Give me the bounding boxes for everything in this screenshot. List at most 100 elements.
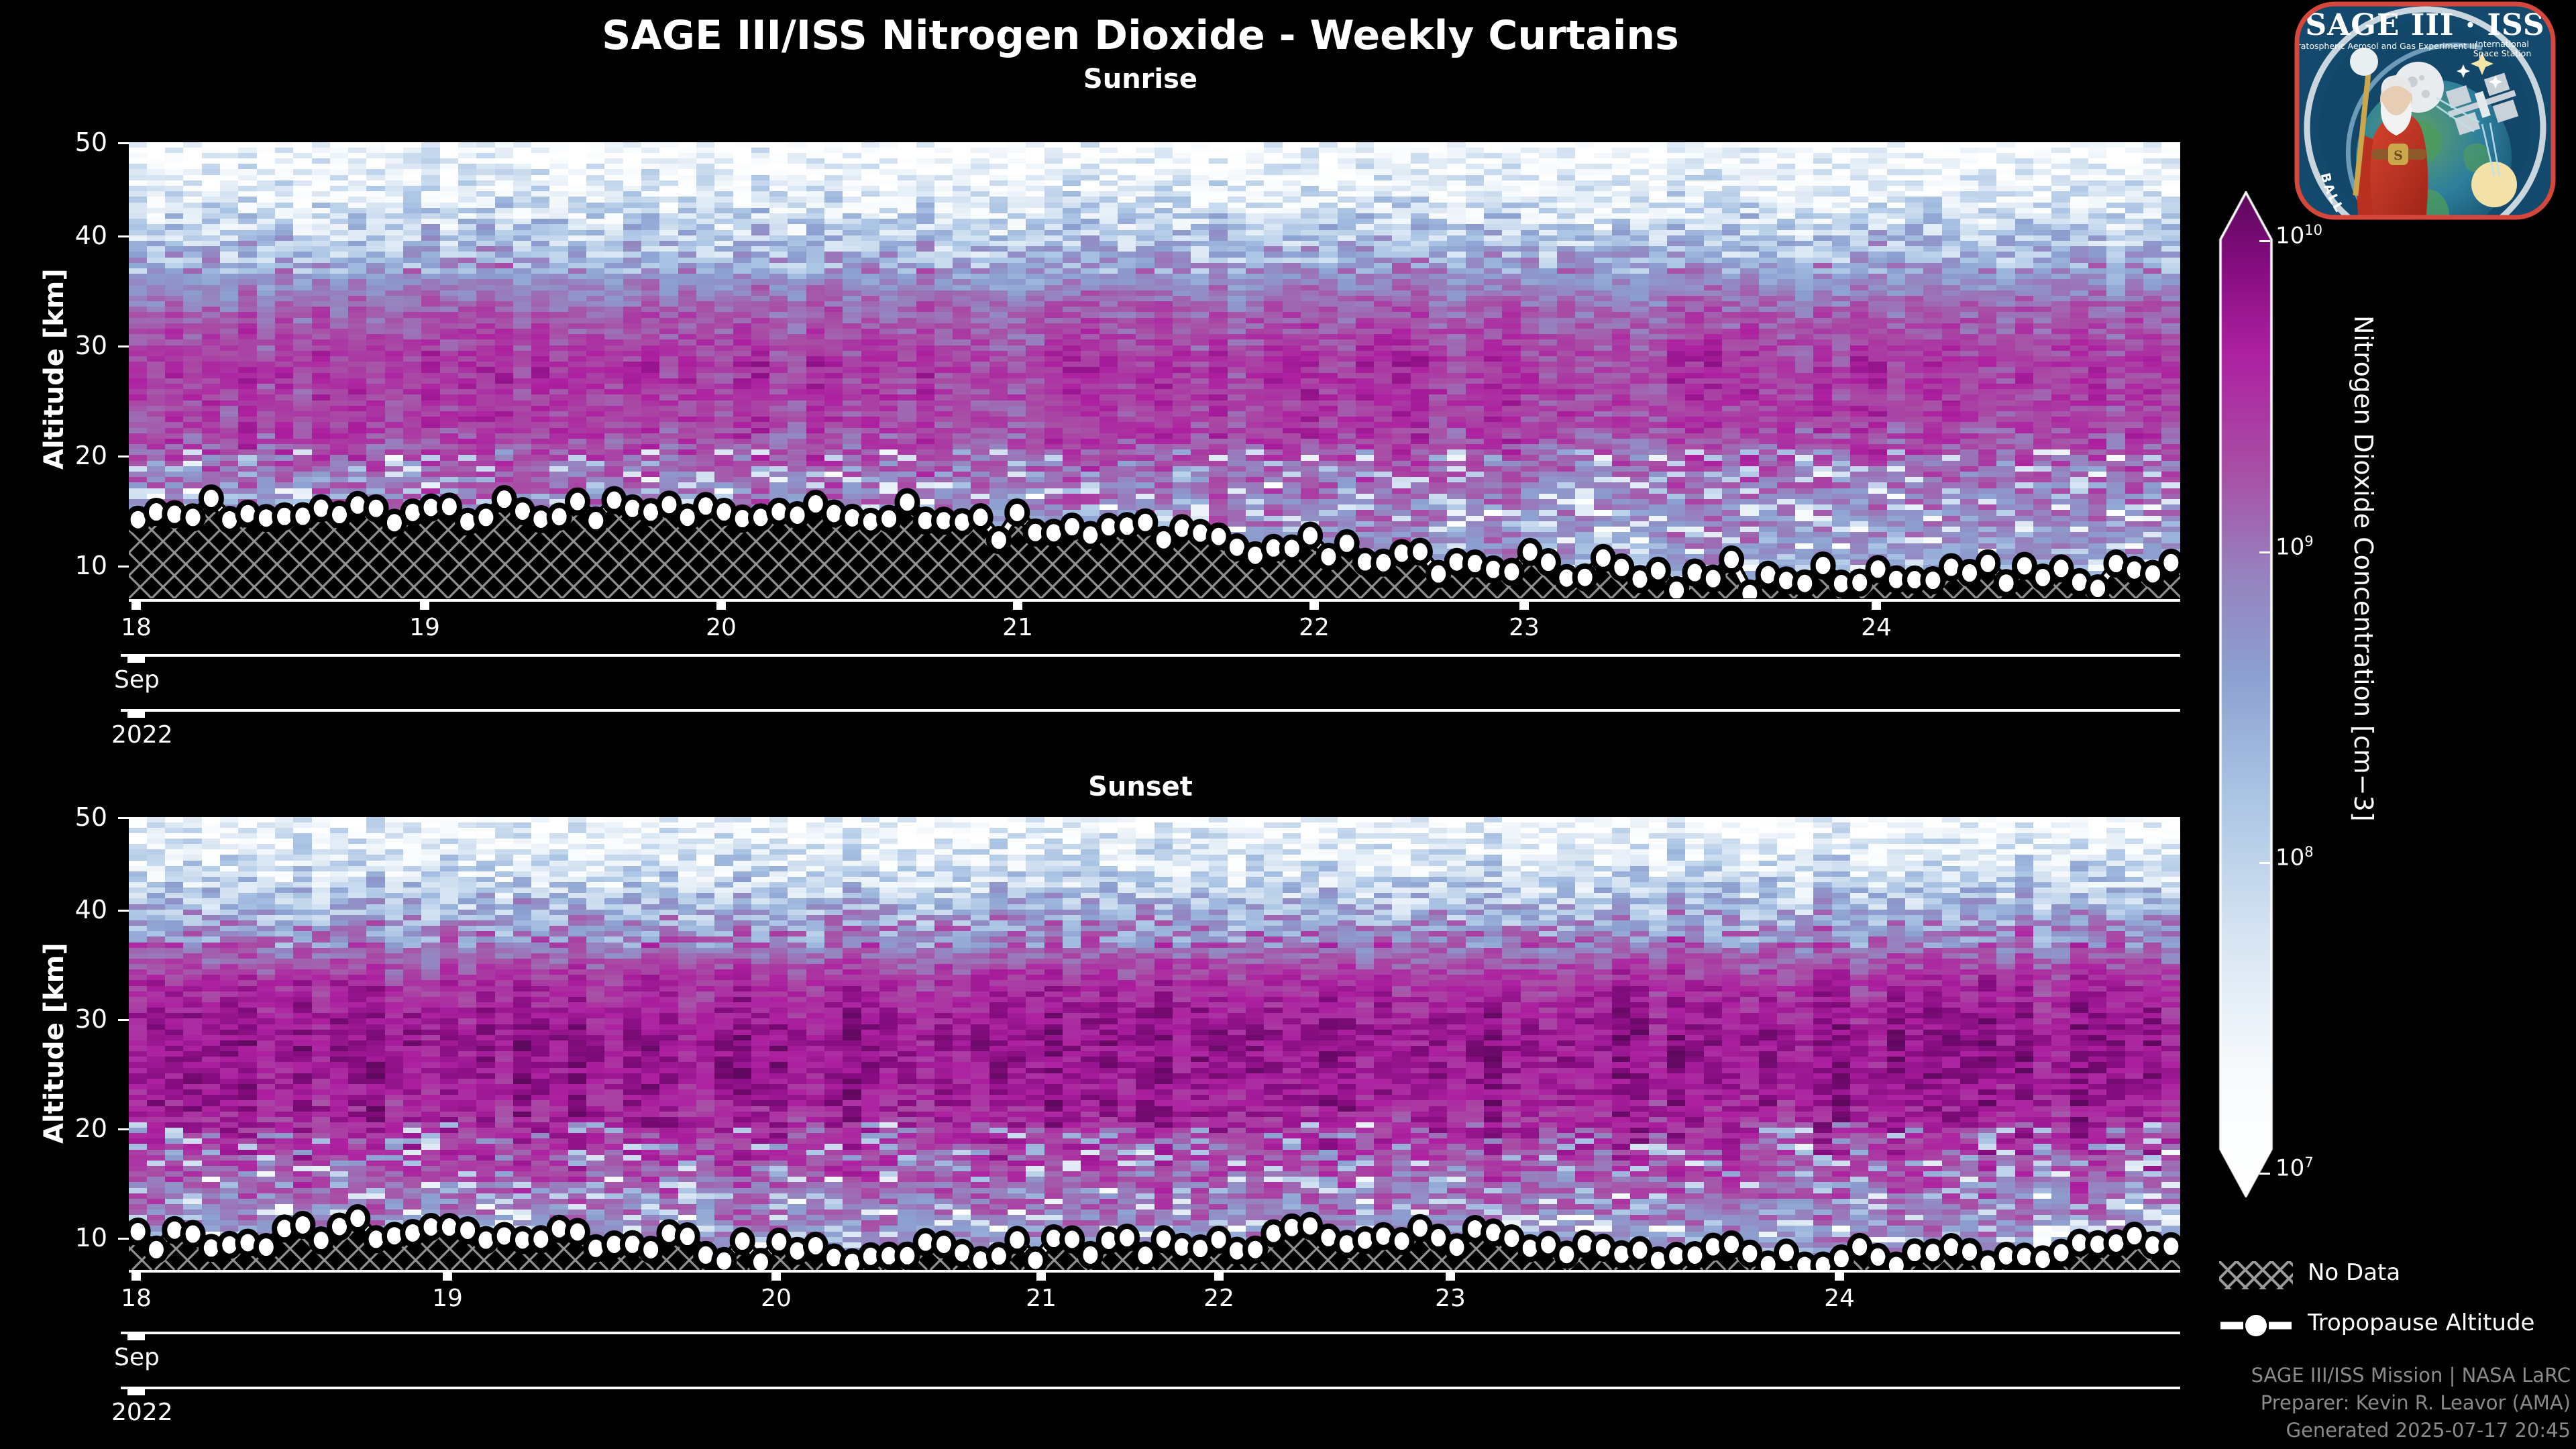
heatmap-sunset <box>129 817 2180 1270</box>
y-tick-sunrise-30: 30 <box>74 331 107 360</box>
legend-label-no-data: No Data <box>2308 1259 2401 1286</box>
x-level-nub-year-sunset <box>127 1387 145 1395</box>
sage-iii-iss-mission-patch: S BALL · NASA · TAS-I · ESA SAGE III · I… <box>2289 1 2556 220</box>
y-tickmark-sunset-50 <box>118 817 129 819</box>
svg-text:Stratospheric Aerosol and Gas: Stratospheric Aerosol and Gas Experiment… <box>2289 41 2477 51</box>
x-tick-sunrise-23: 23 <box>1509 614 1540 641</box>
y-axis-label-sunrise: Altitude [km] <box>39 268 70 470</box>
x-level-nub-month-sunset <box>127 1332 145 1340</box>
colorbar-tickmark-1e7 <box>2259 1173 2270 1175</box>
svg-text:SAGE III · ISS: SAGE III · ISS <box>2305 8 2544 42</box>
colorbar-tick-label-1e7: 107 <box>2275 1154 2314 1181</box>
x-tickmark-sunset-20 <box>771 1270 781 1281</box>
x-tick-sunset-18: 18 <box>121 1285 152 1312</box>
heatmap-sunrise <box>129 142 2180 598</box>
x-tickmark-sunrise-20 <box>716 599 726 610</box>
colorbar-exp-1e10: 10 <box>2304 221 2323 238</box>
x-tick-sunset-22: 22 <box>1203 1285 1234 1312</box>
x-tickmark-sunset-24 <box>1835 1270 1844 1281</box>
colorbar-tickmark-1e8 <box>2259 862 2270 864</box>
footer-line-mission: SAGE III/ISS Mission | NASA LaRC <box>2251 1364 2571 1387</box>
x-level-label-month-sunset: Sep <box>114 1344 160 1371</box>
x-tick-sunrise-20: 20 <box>706 614 737 641</box>
y-tick-sunrise-20: 20 <box>74 441 107 470</box>
x-tickmark-sunset-23 <box>1446 1270 1455 1281</box>
colorbar-base-1e10: 10 <box>2275 222 2305 250</box>
y-tickmark-sunrise-20 <box>118 455 129 458</box>
y-tickmark-sunset-10 <box>118 1238 129 1240</box>
x-axis-line-sunset <box>129 1270 2180 1273</box>
x-tick-sunrise-22: 22 <box>1299 614 1330 641</box>
x-level-nub-month-sunrise <box>127 654 145 663</box>
footer-line-version: Data Version: 6.0.0 <box>2251 1444 2571 1449</box>
colorbar-base-1e8: 10 <box>2275 844 2305 871</box>
y-tick-sunrise-40: 40 <box>74 221 107 250</box>
y-tickmark-sunrise-40 <box>118 235 129 237</box>
x-level-label-year-sunset: 2022 <box>111 1399 173 1426</box>
y-tick-sunset-20: 20 <box>74 1114 107 1143</box>
svg-text:Space Station: Space Station <box>2473 48 2532 58</box>
x-tickmark-sunrise-22 <box>1309 599 1319 610</box>
y-tickmark-sunset-20 <box>118 1128 129 1130</box>
y-tick-sunset-10: 10 <box>74 1223 107 1252</box>
colorbar-title: Nitrogen Dioxide Concentration [cm−3] <box>2349 315 2378 822</box>
x-tickmark-sunrise-24 <box>1872 599 1881 610</box>
svg-text:S: S <box>2394 148 2403 163</box>
y-tickmark-sunrise-50 <box>118 142 129 144</box>
x-tick-sunrise-19: 19 <box>409 614 440 641</box>
x-tick-sunrise-18: 18 <box>121 614 152 641</box>
colorbar-tick-label-1e9: 109 <box>2275 533 2314 560</box>
x-tickmark-sunset-21 <box>1036 1270 1046 1281</box>
legend-swatch-tropopause <box>2220 1315 2292 1336</box>
colorbar-exp-1e9: 9 <box>2304 533 2314 549</box>
x-tick-sunset-19: 19 <box>432 1285 463 1312</box>
colorbar-base-1e7: 10 <box>2275 1155 2305 1182</box>
panel-title-sunrise: Sunrise <box>1083 64 1198 95</box>
footer-credits: SAGE III/ISS Mission | NASA LaRC Prepare… <box>2251 1362 2571 1449</box>
colorbar-tick-label-1e8: 108 <box>2275 843 2314 871</box>
colorbar-tick-label-1e10: 1010 <box>2275 221 2322 249</box>
x-level-line-year-sunrise <box>121 709 2180 712</box>
y-tickmark-sunset-30 <box>118 1019 129 1021</box>
colorbar-tickmark-1e9 <box>2259 551 2270 553</box>
x-tickmark-sunrise-19 <box>420 599 429 610</box>
colorbar-exp-1e7: 7 <box>2304 1154 2314 1171</box>
x-level-line-month-sunrise <box>121 654 2180 657</box>
x-tick-sunrise-24: 24 <box>1861 614 1892 641</box>
x-axis-line-sunrise <box>129 599 2180 602</box>
footer-line-generated: Generated 2025-07-17 20:45 <box>2286 1419 2571 1442</box>
x-level-label-year-sunrise: 2022 <box>111 721 173 749</box>
x-level-line-month-sunset <box>121 1332 2180 1334</box>
y-tickmark-sunrise-30 <box>118 345 129 347</box>
x-tick-sunset-20: 20 <box>761 1285 792 1312</box>
colorbar-tickmark-1e10 <box>2259 240 2270 242</box>
x-tick-sunrise-21: 21 <box>1002 614 1033 641</box>
y-tickmark-sunrise-10 <box>118 566 129 568</box>
svg-text:International: International <box>2475 39 2529 49</box>
x-tickmark-sunset-18 <box>131 1270 141 1281</box>
colorbar-base-1e9: 10 <box>2275 533 2305 561</box>
y-tick-sunset-30: 30 <box>74 1004 107 1034</box>
panel-title-sunset: Sunset <box>1088 771 1193 802</box>
colorbar <box>2214 191 2294 1197</box>
y-tick-sunrise-50: 50 <box>74 127 107 157</box>
x-tickmark-sunset-22 <box>1214 1270 1224 1281</box>
x-tickmark-sunset-19 <box>443 1270 452 1281</box>
colorbar-exp-1e8: 8 <box>2304 843 2314 860</box>
x-tickmark-sunrise-23 <box>1519 599 1529 610</box>
legend-label-tropopause: Tropopause Altitude <box>2308 1309 2535 1336</box>
x-level-nub-year-sunrise <box>127 709 145 718</box>
x-level-line-year-sunset <box>121 1387 2180 1389</box>
y-tick-sunset-50: 50 <box>74 802 107 832</box>
figure-title: SAGE III/ISS Nitrogen Dioxide - Weekly C… <box>602 12 1679 59</box>
x-tick-sunset-21: 21 <box>1026 1285 1057 1312</box>
x-tickmark-sunrise-18 <box>131 599 141 610</box>
x-tickmark-sunrise-21 <box>1013 599 1022 610</box>
y-tickmark-sunset-40 <box>118 910 129 912</box>
footer-line-preparer: Preparer: Kevin R. Leavor (AMA) <box>2260 1391 2571 1414</box>
x-level-label-month-sunrise: Sep <box>114 666 160 694</box>
x-tick-sunset-24: 24 <box>1824 1285 1855 1312</box>
x-tick-sunset-23: 23 <box>1435 1285 1466 1312</box>
y-tick-sunset-40: 40 <box>74 895 107 924</box>
